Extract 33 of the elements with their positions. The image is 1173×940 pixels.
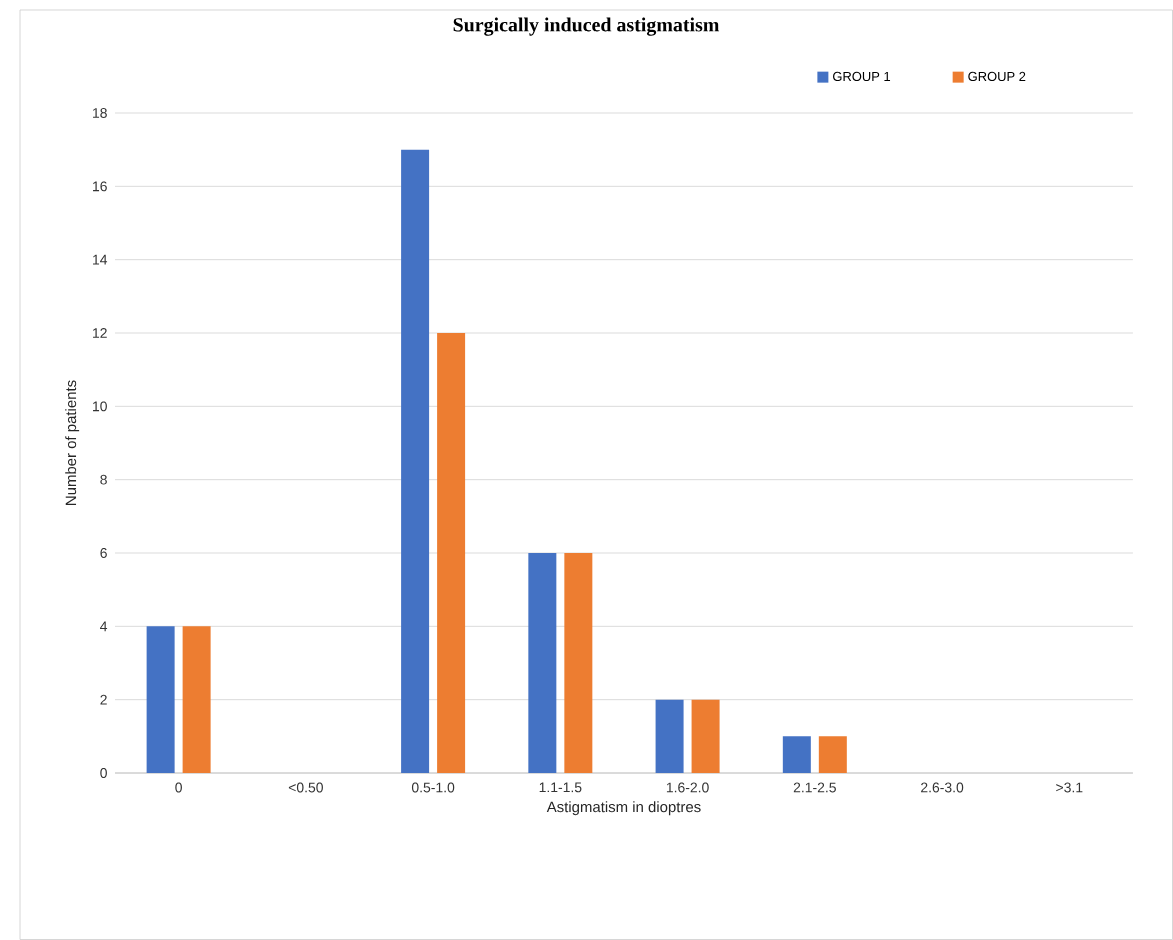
y-tick-label: 14: [93, 254, 108, 265]
x-tick-label: 2.1-2.5: [793, 782, 836, 793]
y-tick-label: 8: [100, 474, 107, 485]
x-tick-label: 1.6-2.0: [666, 782, 709, 793]
x-axis-title: Astigmatism in dioptres: [546, 801, 701, 816]
x-tick-label: 2.6-3.0: [921, 782, 964, 793]
bar: [182, 626, 211, 773]
y-axis-title: Number of patients: [65, 380, 80, 505]
y-tick-label: 4: [100, 621, 108, 632]
x-tick-label: 0: [175, 782, 182, 793]
bar: [437, 333, 466, 773]
legend-label: GROUP 1: [833, 71, 891, 82]
x-tick-label: <0.50: [288, 782, 323, 793]
y-tick-label: 16: [93, 181, 107, 192]
bar: [401, 149, 430, 773]
y-tick-label: 0: [100, 768, 107, 778]
x-tick-label: >3.1: [1056, 782, 1083, 793]
y-tick-label: 12: [93, 328, 107, 338]
x-tick-label: 1.1-1.5: [539, 782, 582, 793]
bar: [782, 736, 811, 773]
bar: [655, 699, 684, 773]
y-tick-label: 18: [93, 108, 107, 118]
bar: [818, 736, 847, 773]
bar: [564, 553, 593, 773]
bar: [146, 626, 175, 773]
chart-title: Surgically induced astigmatism: [453, 17, 720, 36]
y-tick-label: 10: [93, 401, 107, 412]
legend-label: GROUP 2: [968, 71, 1026, 82]
y-tick-label: 2: [100, 694, 107, 705]
x-tick-label: 0.5-1.0: [411, 782, 455, 793]
bar: [528, 553, 557, 773]
bar: [691, 699, 720, 773]
y-tick-label: 6: [100, 548, 107, 558]
